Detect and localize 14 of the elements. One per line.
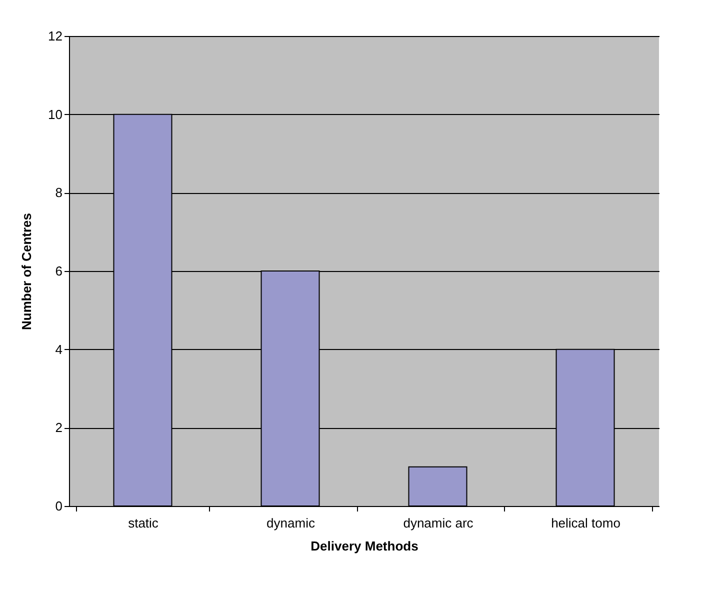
x-tick-label: helical tomo: [551, 516, 620, 530]
y-tick-label: 0: [55, 498, 62, 514]
y-axis-title: Number of Centres: [19, 212, 34, 330]
bar: [408, 466, 468, 506]
y-tick-label: 4: [55, 342, 62, 357]
y-tick-label: 10: [48, 106, 62, 122]
y-tick-label: 8: [55, 185, 62, 200]
y-tick-label: 12: [48, 28, 62, 44]
x-tick-label: static: [128, 516, 159, 530]
x-tick-label: dynamic: [266, 516, 316, 530]
x-tick-label: dynamic arc: [403, 516, 474, 530]
x-axis-title: Delivery Methods: [310, 538, 418, 554]
y-tick-label: 2: [55, 420, 62, 436]
y-tick-label: 6: [55, 264, 62, 278]
